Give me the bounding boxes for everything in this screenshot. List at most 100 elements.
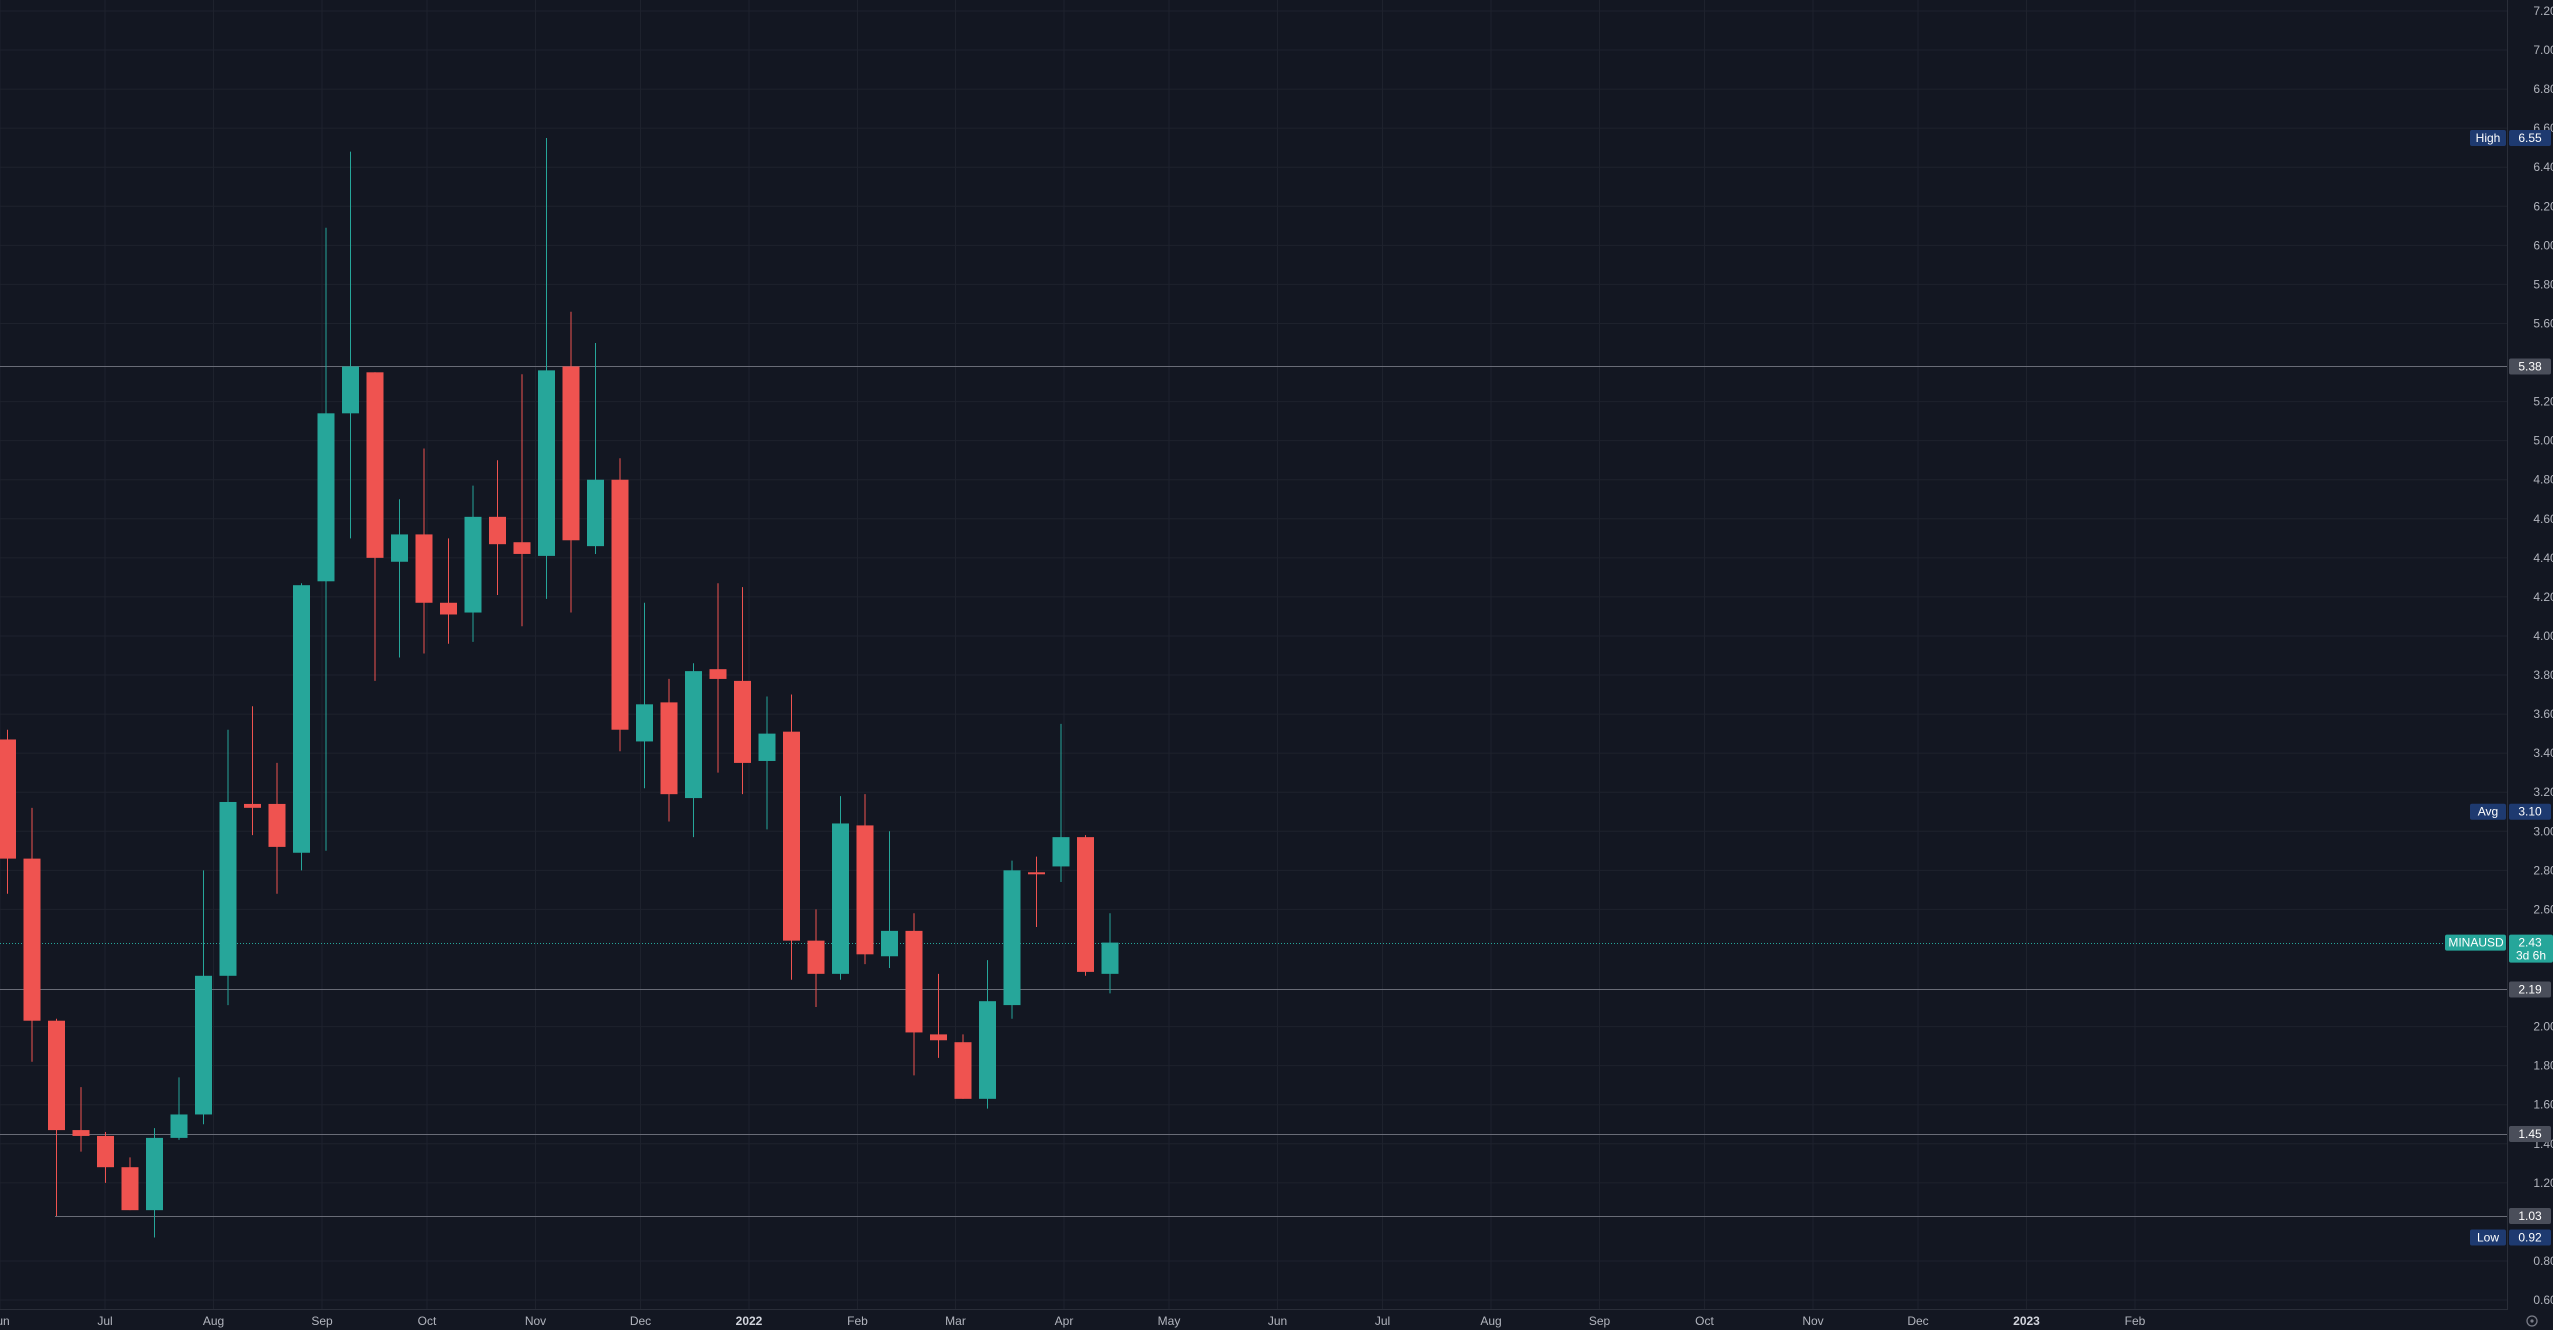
- candle[interactable]: [72, 1087, 90, 1152]
- candle-body: [513, 542, 531, 554]
- candle[interactable]: [1028, 856, 1045, 927]
- candle[interactable]: [366, 372, 384, 681]
- candle[interactable]: [587, 343, 604, 554]
- candle[interactable]: [783, 694, 800, 980]
- price-tick-label: 2.60: [2533, 902, 2553, 916]
- candle-body: [170, 1114, 188, 1138]
- time-tick-label: Dec: [630, 1314, 651, 1328]
- candle[interactable]: [268, 762, 286, 894]
- price-tick-label: 4.20: [2533, 590, 2553, 604]
- symbol-tag: MINAUSD: [2448, 936, 2504, 950]
- candle-body: [807, 940, 825, 974]
- candle-body: [97, 1135, 114, 1168]
- candle[interactable]: [758, 696, 776, 830]
- price-tick-label: 3.80: [2533, 668, 2553, 682]
- settings-gear-icon[interactable]: [2526, 1315, 2538, 1327]
- time-axis[interactable]: Jun Jul Aug Sep Oct Nov Dec 2022 Feb Mar Apr May Jun…: [0, 1314, 2146, 1328]
- candle-body: [881, 930, 898, 957]
- symbol-tag-box: [2445, 934, 2506, 951]
- candle[interactable]: [440, 538, 457, 644]
- candle[interactable]: [881, 831, 898, 968]
- price-tick-label: 6.00: [2533, 238, 2553, 252]
- candle[interactable]: [489, 460, 506, 595]
- price-tick-label: 5.80: [2533, 277, 2553, 291]
- candle[interactable]: [244, 706, 261, 836]
- time-tick-label: Jun: [1268, 1314, 1287, 1328]
- candle[interactable]: [170, 1077, 188, 1140]
- hline-value: 5.38: [2518, 359, 2542, 373]
- price-tick-label: 3.40: [2533, 746, 2553, 760]
- candle[interactable]: [1101, 913, 1119, 994]
- time-tick-label: Nov: [525, 1314, 546, 1328]
- avg-label: Avg: [2478, 805, 2498, 819]
- price-tick-label: 5.20: [2533, 395, 2553, 409]
- candle[interactable]: [660, 678, 678, 822]
- candle-body: [758, 733, 776, 761]
- candles[interactable]: [0, 137, 1119, 1238]
- candle-body: [48, 1020, 65, 1131]
- candle-body: [72, 1130, 90, 1136]
- candle-body: [391, 534, 408, 562]
- candle-body: [538, 370, 555, 556]
- candle[interactable]: [1077, 835, 1094, 976]
- price-tick-label: 3.00: [2533, 824, 2553, 838]
- candle-body: [268, 803, 286, 847]
- candle[interactable]: [562, 311, 580, 613]
- candle[interactable]: [195, 870, 212, 1125]
- candle[interactable]: [23, 807, 41, 1062]
- candle[interactable]: [832, 796, 849, 980]
- candle-body: [587, 479, 604, 547]
- candle-body: [244, 803, 261, 808]
- price-tick-label: 5.00: [2533, 434, 2553, 448]
- avg-label-box: [2470, 803, 2506, 820]
- low-value-box: [2509, 1229, 2551, 1246]
- candle[interactable]: [685, 663, 702, 838]
- candle[interactable]: [979, 960, 996, 1109]
- candle[interactable]: [317, 227, 335, 851]
- candle[interactable]: [391, 499, 408, 658]
- candle-body: [709, 669, 727, 679]
- candle-body: [0, 739, 16, 859]
- candle[interactable]: [219, 729, 237, 1006]
- candle-body: [856, 825, 874, 955]
- candle[interactable]: [611, 458, 629, 752]
- candle[interactable]: [97, 1132, 114, 1183]
- current-price-value: 2.43: [2518, 936, 2542, 950]
- candle-body: [905, 930, 923, 1033]
- time-tick-label: 2023: [2013, 1314, 2040, 1328]
- hline-value: 1.45: [2518, 1127, 2542, 1141]
- candle[interactable]: [342, 151, 359, 539]
- price-tick-label: 1.60: [2533, 1098, 2553, 1112]
- candle[interactable]: [146, 1128, 163, 1238]
- price-tick-label: 1.20: [2533, 1176, 2553, 1190]
- candle[interactable]: [905, 913, 923, 1076]
- candle[interactable]: [293, 583, 310, 871]
- candle[interactable]: [1052, 723, 1070, 883]
- candle[interactable]: [636, 602, 653, 789]
- time-tick-label: Oct: [418, 1314, 437, 1328]
- candle[interactable]: [807, 909, 825, 1008]
- avg-value-box: [2509, 803, 2551, 820]
- candle[interactable]: [121, 1157, 139, 1211]
- candle[interactable]: [415, 448, 433, 654]
- time-tick-label: Feb: [847, 1314, 868, 1328]
- high-value: 6.55: [2518, 131, 2542, 145]
- candle[interactable]: [0, 729, 16, 894]
- avg-value: 3.10: [2518, 805, 2542, 819]
- candle-body: [562, 366, 580, 541]
- time-tick-label: May: [1158, 1314, 1181, 1328]
- hline-value-box: [2509, 358, 2551, 375]
- candle[interactable]: [464, 485, 482, 642]
- bar-countdown: 3d 6h: [2516, 949, 2546, 963]
- candle[interactable]: [538, 137, 555, 599]
- candle[interactable]: [709, 583, 727, 773]
- candle[interactable]: [1003, 860, 1021, 1019]
- candle[interactable]: [734, 587, 751, 795]
- candle[interactable]: [513, 374, 531, 627]
- candle[interactable]: [930, 973, 947, 1058]
- candle[interactable]: [954, 1034, 972, 1099]
- candle[interactable]: [856, 794, 874, 965]
- candle[interactable]: [48, 1018, 65, 1217]
